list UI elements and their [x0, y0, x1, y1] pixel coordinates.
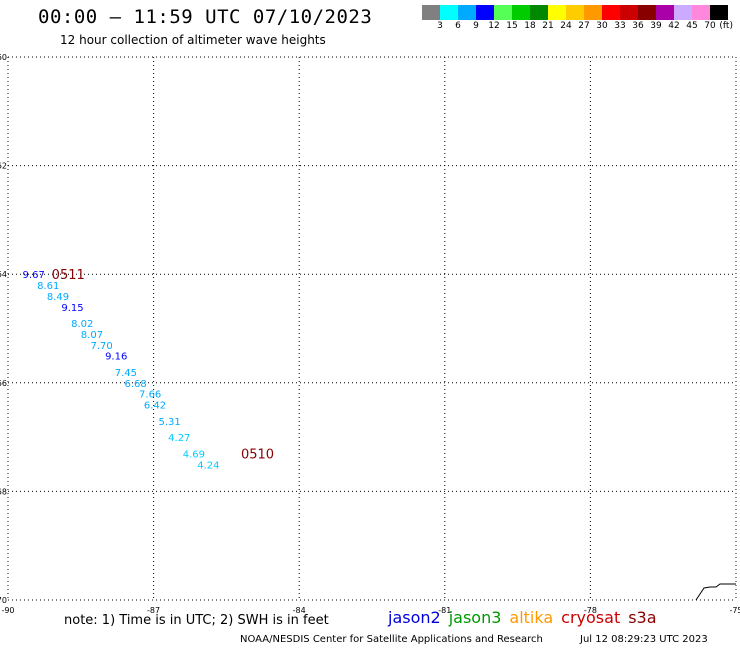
wave-height-value: 8.02	[71, 319, 93, 330]
y-tick-label: -62	[0, 162, 7, 171]
x-tick-label: -84	[293, 606, 306, 615]
satellite-legend: jason2 jason3 altika cryosat s3a	[388, 608, 665, 627]
legend-swatch	[602, 5, 620, 20]
legend-swatch	[584, 5, 602, 20]
chart-title: 00:00 — 11:59 UTC 07/10/2023	[38, 6, 373, 28]
x-tick-label: -75	[729, 606, 740, 615]
generation-timestamp: Jul 12 08:29:23 UTC 2023	[580, 634, 708, 645]
satellite-label: altika	[509, 608, 554, 627]
wave-height-value: 7.45	[115, 368, 137, 379]
legend-label: 36	[632, 21, 644, 31]
credit-line: NOAA/NESDIS Center for Satellite Applica…	[240, 634, 543, 645]
wave-height-value: 6.68	[124, 379, 146, 390]
legend-swatch	[620, 5, 638, 20]
legend-label: 9	[473, 21, 479, 31]
legend-swatch	[476, 5, 494, 20]
legend-label: 45	[686, 21, 698, 31]
wave-height-value: 6.42	[144, 401, 166, 412]
legend-swatch	[638, 5, 656, 20]
legend-label: (ft)	[719, 21, 733, 31]
legend-swatch	[656, 5, 674, 20]
legend-swatch	[710, 5, 728, 20]
color-scale-legend	[422, 5, 728, 20]
y-tick-label: -68	[0, 487, 7, 496]
wave-height-value: 8.07	[81, 330, 103, 341]
legend-swatch	[692, 5, 710, 20]
coastline	[695, 583, 736, 601]
x-tick-label: -81	[438, 606, 451, 615]
legend-swatch	[458, 5, 476, 20]
legend-swatch	[494, 5, 512, 20]
x-tick-label: -90	[1, 606, 14, 615]
legend-label: 39	[650, 21, 662, 31]
pass-time-label: 0511	[52, 268, 85, 283]
legend-label: 18	[524, 21, 536, 31]
legend-label: 30	[596, 21, 608, 31]
legend-label: 70	[704, 21, 716, 31]
legend-label: 3	[437, 21, 443, 31]
chart-subtitle: 12 hour collection of altimeter wave hei…	[60, 33, 326, 47]
pass-time-label: 0510	[241, 447, 274, 462]
x-tick-label: -87	[147, 606, 160, 615]
legend-swatch	[566, 5, 584, 20]
wave-height-value: 8.61	[37, 281, 59, 292]
wave-height-value: 5.31	[158, 417, 180, 428]
satellite-label: jason2	[388, 608, 441, 627]
legend-swatch	[674, 5, 692, 20]
satellite-label: cryosat	[561, 608, 621, 627]
legend-swatch	[530, 5, 548, 20]
legend-label: 15	[506, 21, 518, 31]
legend-label: 42	[668, 21, 680, 31]
wave-height-value: 4.69	[183, 449, 205, 460]
y-tick-label: -70	[0, 596, 7, 605]
wave-height-value: 4.27	[168, 433, 190, 444]
legend-swatch	[440, 5, 458, 20]
y-tick-label: -66	[0, 379, 7, 388]
legend-label: 24	[560, 21, 572, 31]
legend-label: 6	[455, 21, 461, 31]
legend-label: 33	[614, 21, 626, 31]
wave-height-value: 7.70	[91, 341, 113, 352]
legend-label: 21	[542, 21, 554, 31]
footer-note: note: 1) Time is in UTC; 2) SWH is in fe…	[64, 613, 329, 628]
legend-swatch	[512, 5, 530, 20]
x-tick-label: -78	[584, 606, 597, 615]
satellite-label: s3a	[628, 608, 657, 627]
legend-swatch	[422, 5, 440, 20]
color-scale-labels: 3 6 9 12 15 18 21 24 27 30 33 36 39 42 45 70 (ft)	[422, 21, 738, 33]
wave-height-value: 9.15	[61, 303, 83, 314]
wave-height-value: 7.66	[139, 390, 161, 401]
wave-height-value: 8.49	[47, 292, 69, 303]
wave-height-value: 9.67	[23, 270, 45, 281]
wave-height-value: 4.24	[197, 460, 219, 471]
legend-swatch	[548, 5, 566, 20]
satellite-label: jason3	[448, 608, 502, 627]
legend-label: 27	[578, 21, 590, 31]
wave-height-value: 9.16	[105, 352, 127, 363]
y-tick-label: -60	[0, 53, 7, 62]
legend-label: 12	[488, 21, 500, 31]
y-tick-label: -64	[0, 270, 7, 279]
